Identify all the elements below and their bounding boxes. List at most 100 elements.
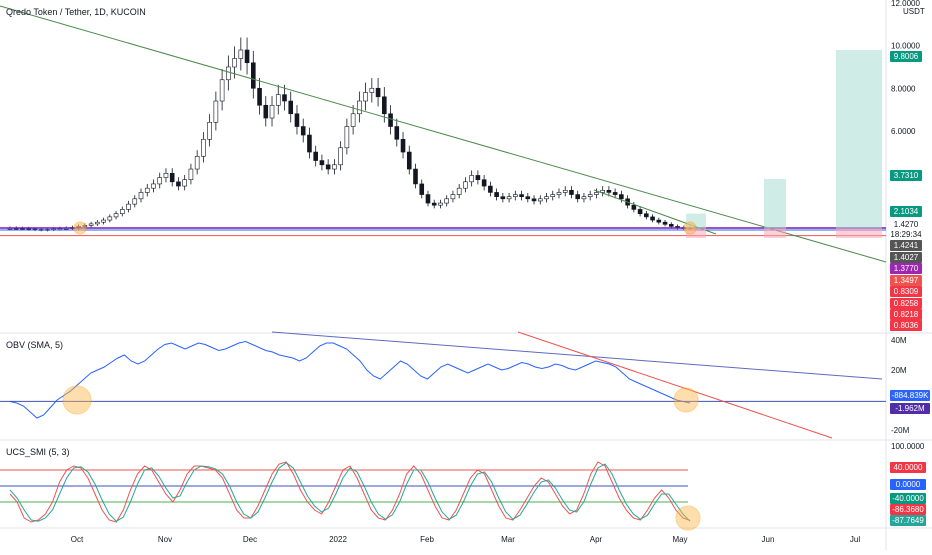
candle-down — [294, 113, 300, 127]
price-tag: 0.8218 — [890, 309, 922, 320]
smi-pane-label: UCS_SMI (5, 3) — [6, 447, 70, 457]
candle-down — [263, 104, 269, 119]
candle-up — [126, 203, 131, 210]
candle-up — [88, 223, 94, 226]
candle-up — [194, 155, 200, 170]
smi-line — [9, 461, 691, 523]
candle-down — [425, 194, 431, 204]
price-tag: 0.8258 — [890, 298, 922, 309]
highlight-circle — [673, 387, 699, 413]
time-axis-label: 2022 — [329, 535, 347, 544]
candle-up — [350, 113, 356, 127]
candle-down — [500, 196, 506, 200]
candle-down — [282, 94, 287, 102]
price-tick-label: 6.0000 — [891, 127, 916, 136]
candle-down — [494, 192, 499, 197]
candle-down — [631, 204, 637, 210]
smi-value-tag: -87.7649 — [890, 515, 926, 526]
obv-trendline — [271, 331, 883, 380]
candle-down — [394, 126, 400, 140]
candle-up — [151, 183, 156, 189]
candle-down — [325, 164, 331, 170]
candle-up — [344, 126, 350, 149]
candle-down — [413, 168, 418, 185]
candle-up — [182, 179, 187, 187]
candle-up — [513, 194, 518, 197]
candle-up — [275, 94, 281, 106]
candle-down — [650, 216, 655, 221]
candle-up — [537, 198, 543, 202]
price-tick-label: 8.0000 — [891, 84, 916, 93]
highlight-circle — [675, 505, 701, 531]
time-axis-label: May — [672, 535, 688, 544]
trendline-green — [0, 5, 887, 263]
price-tag: 9.8006 — [890, 51, 922, 62]
candle-down — [488, 185, 493, 193]
candle-down — [176, 181, 181, 187]
candle-up — [469, 175, 474, 183]
price-tag: 0.8036 — [890, 320, 922, 331]
candle-up — [338, 147, 343, 166]
candle-up — [600, 190, 605, 193]
candle-up — [219, 79, 225, 102]
candle-down — [656, 219, 662, 223]
candle-up — [113, 213, 119, 218]
candle-up — [456, 187, 462, 195]
price-tick-label: 10.0000 — [891, 42, 920, 51]
candle-up — [95, 221, 100, 225]
candle-up — [101, 219, 106, 223]
candle-up — [463, 181, 468, 189]
candle-down — [300, 126, 306, 136]
candle-down — [481, 179, 487, 187]
target-box — [836, 49, 882, 228]
candle-down — [612, 192, 618, 195]
price-tag: 3.7310 — [890, 170, 922, 181]
candle-up — [444, 198, 449, 204]
candle-down — [531, 198, 537, 202]
candle-down — [375, 87, 381, 98]
candle-down — [637, 209, 643, 214]
time-axis-label: Apr — [589, 535, 603, 544]
time-axis-label: Mar — [501, 535, 515, 544]
price-tag: 1.3770 — [890, 263, 922, 274]
smi-signal-line — [9, 462, 691, 522]
candle-down — [662, 221, 668, 225]
smi-value-tag: 40.0000 — [890, 462, 926, 473]
price-tick-label: 12.0000 — [891, 0, 920, 8]
candle-down — [606, 190, 612, 193]
candle-down — [525, 196, 531, 200]
candle-down — [257, 87, 262, 106]
candle-down — [575, 194, 581, 200]
candle-down — [313, 151, 318, 161]
price-tag: 1.3497 — [890, 275, 922, 286]
candle-up — [238, 49, 244, 59]
candle-up — [556, 192, 562, 195]
candle-up — [201, 138, 206, 157]
price-tag: 1.4027 — [890, 252, 922, 263]
candle-up — [562, 190, 568, 193]
time-axis-label: Oct — [70, 535, 84, 544]
candle-down — [569, 190, 574, 195]
obv-trendline-red — [517, 331, 833, 439]
candle-down — [288, 100, 294, 115]
candle-up — [594, 192, 599, 195]
price-tag: 0.8309 — [890, 286, 922, 297]
candle-up — [269, 104, 275, 119]
stop-box — [764, 228, 786, 238]
candle-up — [226, 66, 231, 81]
candle-down — [244, 49, 250, 64]
candle-up — [132, 198, 138, 205]
candle-down — [519, 194, 524, 197]
target-box — [764, 179, 786, 228]
candle-down — [475, 175, 481, 180]
obv-value-tag: -1.962M — [890, 403, 930, 414]
candle-up — [438, 202, 443, 206]
smi-value-tag: -86.3680 — [890, 504, 926, 515]
candle-up — [232, 58, 237, 68]
obv-value-tag: -884.839K — [890, 390, 930, 401]
candle-down — [251, 62, 256, 89]
candle-up — [188, 168, 194, 180]
time-axis-label: Nov — [157, 535, 173, 544]
